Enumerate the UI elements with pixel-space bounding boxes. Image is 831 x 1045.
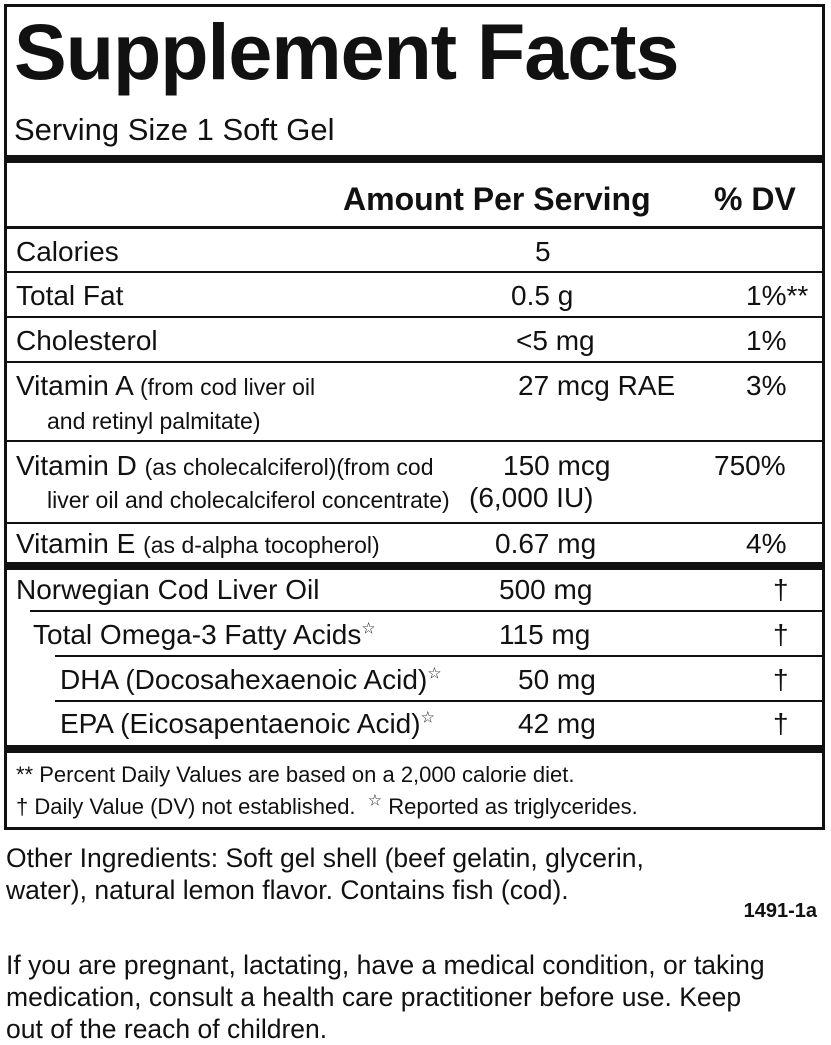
row-vitamin-e-source: (as d-alpha tocopherol) [143,532,380,558]
row-dha-name: DHA (Docosahexaenoic Acid)☆ [60,664,442,695]
divider-thick [7,562,824,570]
other-ingredients-line2: water), natural lemon flavor. Contains f… [6,875,569,905]
row-epa-amount: 42 mg [518,708,596,739]
row-divider [7,361,824,363]
supplement-facts-panel [4,4,825,830]
row-vitamin-d-amount-iu: (6,000 IU) [469,482,594,513]
row-cod-liver-oil-dv: † [773,574,789,605]
divider-thick [7,155,824,163]
row-cholesterol-dv: 1% [746,325,787,356]
row-vitamin-d-amount: 150 mcg [503,450,611,481]
row-divider [7,271,824,273]
row-vitamin-a-amount: 27 mcg RAE [518,370,676,401]
column-header-amount: Amount Per Serving [343,181,651,217]
row-total-fat-name: Total Fat [16,280,124,311]
divider-header [7,226,824,229]
triglyceride-star-icon: ☆ [427,665,442,683]
row-divider [7,522,824,524]
row-omega-3-dv: † [773,619,789,650]
row-divider [30,610,824,612]
warning-line2: medication, consult a health care practi… [6,982,742,1012]
warning-line1: If you are pregnant, lactating, have a m… [6,950,765,980]
row-total-fat-amount: 0.5 g [511,280,574,311]
other-ingredients-line1: Other Ingredients: Soft gel shell (beef … [6,843,644,873]
warning-line3: out of the reach of children. [6,1014,328,1044]
row-epa-name: EPA (Eicosapentaenoic Acid)☆ [60,708,435,739]
column-header-dv: % DV [714,181,796,217]
row-vitamin-a-source-line2: and retinyl palmitate) [47,408,261,434]
row-vitamin-e-amount: 0.67 mg [495,528,597,559]
row-cod-liver-oil-amount: 500 mg [499,574,593,605]
row-divider [55,700,824,702]
row-total-fat-dv: 1%** [746,280,809,311]
row-cholesterol-amount: <5 mg [516,325,595,356]
row-dha-dv: † [773,664,789,695]
row-omega-3-name: Total Omega-3 Fatty Acids☆ [33,619,376,650]
divider-thick [7,745,824,753]
row-vitamin-d-source: (as cholecalciferol)(from cod [144,454,434,480]
row-vitamin-d-name: Vitamin D (as cholecalciferol)(from cod [16,450,434,481]
row-calories-amount: 5 [535,236,551,267]
row-cholesterol-name: Cholesterol [16,325,158,356]
row-dha-amount: 50 mg [518,664,596,695]
triglyceride-star-icon: ☆ [420,709,435,727]
triglyceride-star-icon: ☆ [367,792,383,810]
serving-size: Serving Size 1 Soft Gel [14,112,335,147]
footnote-daily-values: ** Percent Daily Values are based on a 2… [16,762,575,787]
row-divider [7,316,824,318]
row-vitamin-a-source: (from cod liver oil [140,374,316,400]
product-code: 1491-1a [743,900,817,922]
row-vitamin-d-dv: 750% [714,450,786,481]
row-vitamin-a-name: Vitamin A (from cod liver oil [16,370,316,401]
row-divider [7,440,824,442]
row-vitamin-a-dv: 3% [746,370,787,401]
footnote-dv-not-established: † Daily Value (DV) not established. ☆ Re… [16,792,638,819]
row-cod-liver-oil-name: Norwegian Cod Liver Oil [16,574,320,605]
panel-title: Supplement Facts [14,7,679,96]
row-vitamin-e-name: Vitamin E (as d-alpha tocopherol) [16,528,380,559]
row-calories-name: Calories [16,236,119,267]
row-epa-dv: † [773,708,789,739]
row-vitamin-e-dv: 4% [746,528,787,559]
triglyceride-star-icon: ☆ [361,620,376,638]
row-divider [55,655,824,657]
row-omega-3-amount: 115 mg [499,619,591,650]
row-vitamin-d-source-line2: liver oil and cholecalciferol concentrat… [47,487,450,513]
